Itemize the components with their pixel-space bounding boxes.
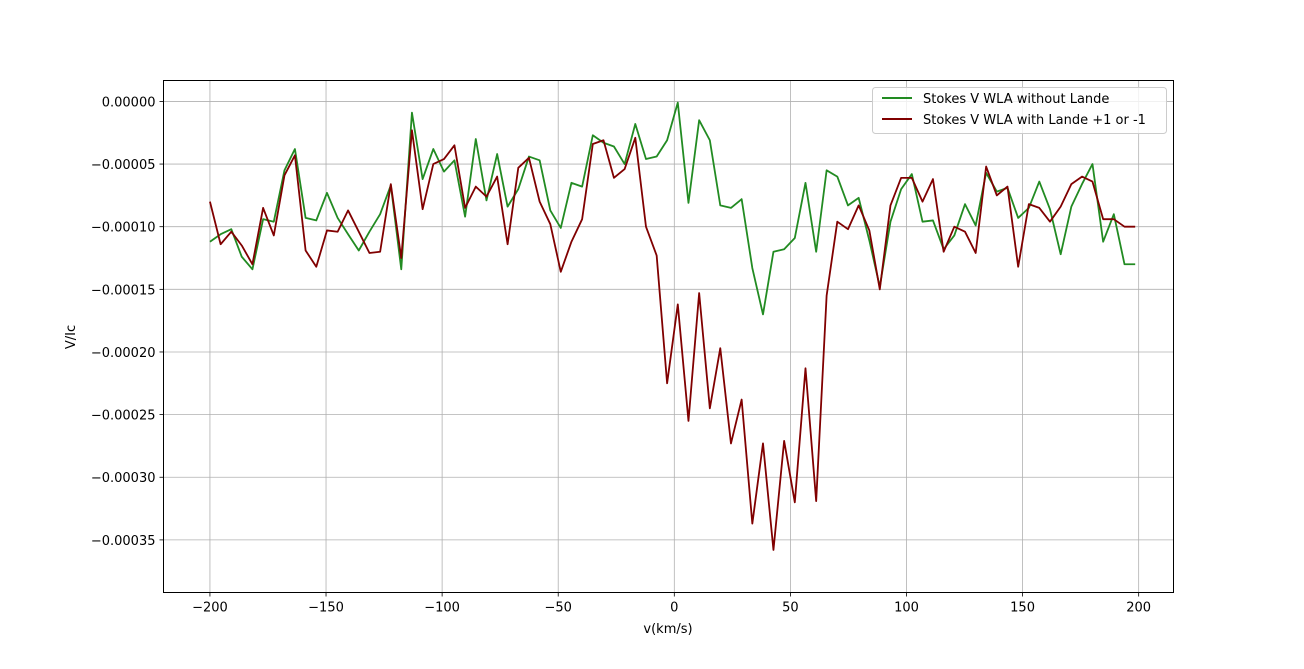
y-tick-label: −0.00020 xyxy=(91,346,156,361)
x-tick-label: −200 xyxy=(192,601,228,616)
x-tick-label: 0 xyxy=(670,601,678,616)
y-tick-label: −0.00005 xyxy=(91,158,156,173)
legend-box xyxy=(872,87,1167,134)
y-tick-label: −0.00010 xyxy=(91,221,156,236)
x-tick-label: 150 xyxy=(1010,601,1035,616)
legend-label-series-1: Stokes V WLA without Lande xyxy=(923,92,1109,107)
x-tick-label: −50 xyxy=(544,601,571,616)
y-tick-label: 0.00000 xyxy=(102,95,156,110)
plot-frame xyxy=(163,80,1174,593)
y-axis: 0.00000 −0.00005 −0.00010 −0.00015 −0.00020 −… xyxy=(91,95,164,549)
y-tick-label: −0.00025 xyxy=(91,409,156,424)
series-layer xyxy=(209,101,1136,551)
series-line-2 xyxy=(209,129,1136,551)
x-tick-label: −150 xyxy=(308,601,344,616)
x-tick-label: −100 xyxy=(424,601,460,616)
x-axis-label: v(km/s) xyxy=(643,622,692,637)
y-tick-label: −0.00030 xyxy=(91,471,156,486)
legend: Stokes V WLA without Lande Stokes V WLA … xyxy=(872,87,1167,134)
y-tick-label: −0.00015 xyxy=(91,283,156,298)
y-tick-label: −0.00035 xyxy=(91,534,156,549)
x-axis: −200 −150 −100 −50 0 50 100 150 200 xyxy=(192,592,1151,616)
y-axis-label: V/Ic xyxy=(64,325,79,349)
legend-label-series-2: Stokes V WLA with Lande +1 or -1 xyxy=(923,113,1146,128)
x-tick-label: 100 xyxy=(894,601,919,616)
x-tick-label: 50 xyxy=(782,601,799,616)
x-tick-label: 200 xyxy=(1126,601,1151,616)
